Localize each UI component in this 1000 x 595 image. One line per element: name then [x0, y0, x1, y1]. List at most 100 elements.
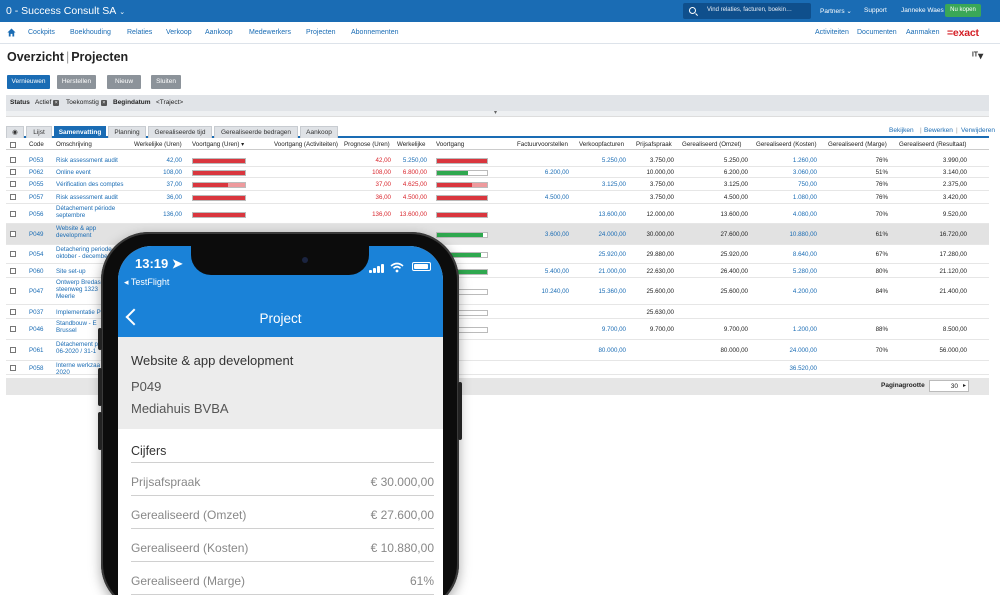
col-voortgang-activiteiten[interactable]: Voortgang (Activiteiten) [274, 141, 338, 148]
cell-description[interactable]: Détachement période septembre [56, 205, 115, 219]
cell-kosten[interactable]: 5.280,00 [792, 268, 817, 275]
menu-item-projecten[interactable]: Projecten [306, 29, 336, 36]
row-checkbox[interactable] [10, 251, 16, 257]
language-icon[interactable]: ᴵᵀ▾ [972, 51, 984, 62]
cell-vf[interactable]: 15.360,00 [598, 288, 626, 295]
cell-uren[interactable]: 42,00 [166, 157, 182, 164]
buy-now-button[interactable]: Nu kopen [945, 4, 981, 17]
tab-samenvatting[interactable]: Samenvatting [54, 126, 106, 138]
company-switcher[interactable]: 0 - Success Consult SA ⌄ [6, 5, 125, 17]
cell-vf[interactable]: 21.000,00 [598, 268, 626, 275]
tab-lijst[interactable]: Lijst [26, 126, 52, 138]
menu-item-aanmaken[interactable]: Aanmaken [906, 29, 940, 36]
cell-kosten[interactable]: 1.260,00 [792, 157, 817, 164]
cell-code[interactable]: P056 [29, 211, 44, 218]
cell-fv[interactable]: 5.400,00 [544, 268, 569, 275]
cell-description[interactable]: Risk assessment audit [56, 194, 118, 201]
filter-collapse-toggle[interactable]: ▾ [6, 110, 989, 117]
view-link[interactable]: Bekijken [889, 127, 914, 134]
table-row[interactable]: P055 Vérification des comptes 37,00 37,00 4.… [6, 178, 989, 191]
table-row[interactable]: P046 Standbouw - E Brussel 9.700,00 9.700,00… [6, 319, 989, 340]
cell-werk[interactable]: 6.800,00 [402, 169, 427, 176]
cell-description[interactable]: Website & app development [56, 225, 96, 239]
col-werkelijke-uren[interactable]: Werkelijke (Uren) [134, 141, 182, 148]
menu-item-activiteiten[interactable]: Activiteiten [815, 29, 849, 36]
cell-code[interactable]: P062 [29, 169, 44, 176]
table-row[interactable]: P060 Site set-up 5.400,00 21.000,00 22.630,0… [6, 264, 989, 278]
cell-vf[interactable]: 80.000,00 [598, 347, 626, 354]
row-checkbox[interactable] [10, 211, 16, 217]
col-omschrijving[interactable]: Omschrijving [56, 141, 92, 148]
cell-kosten[interactable]: 750,00 [798, 181, 817, 188]
cell-werk[interactable]: 5.250,00 [402, 157, 427, 164]
cell-description[interactable]: Site set-up [56, 268, 86, 275]
tab-view-icon[interactable]: ◉ [6, 126, 24, 138]
page-size-input[interactable]: 30 [929, 380, 969, 392]
cell-description[interactable]: Interne werkzaa 2020 [56, 362, 100, 376]
tab-planning[interactable]: Planning [108, 126, 146, 138]
cell-code[interactable]: P054 [29, 251, 44, 258]
cell-code[interactable]: P047 [29, 288, 44, 295]
new-button[interactable]: Nieuw [107, 75, 141, 89]
table-row[interactable]: P054 Detachering periode oktober - decembe… [6, 245, 989, 264]
col-gerealiseerd-resultaat[interactable]: Gerealiseerd (Resultaat) [899, 141, 967, 148]
table-row[interactable]: P056 Détachement période septembre 136,00 13… [6, 204, 989, 224]
cell-kosten[interactable]: 4.200,00 [792, 288, 817, 295]
row-checkbox[interactable] [10, 231, 16, 237]
cell-code[interactable]: P055 [29, 181, 44, 188]
cell-uren[interactable]: 136,00 [163, 211, 182, 218]
reset-button[interactable]: Herstellen [57, 75, 96, 89]
home-icon[interactable] [7, 28, 16, 37]
cell-vf[interactable]: 5.250,00 [601, 157, 626, 164]
tab-gerealiseerde-tijd[interactable]: Gerealiseerde tijd [148, 126, 212, 138]
row-checkbox[interactable] [10, 194, 16, 200]
table-row[interactable]: P062 Online event 108,00 108,00 6.800,00 6.20… [6, 167, 989, 178]
table-row[interactable]: P053 Risk assessment audit 42,00 42,00 5.250… [6, 154, 989, 167]
row-checkbox[interactable] [10, 169, 16, 175]
cell-vf[interactable]: 25.920,00 [598, 251, 626, 258]
cell-code[interactable]: P058 [29, 365, 44, 372]
edit-link[interactable]: Bewerken [924, 127, 953, 134]
table-row[interactable]: P061 Détachement p 06-2020 / 31-1 80.000,00… [6, 340, 989, 361]
menu-item-abonnementen[interactable]: Abonnementen [351, 29, 399, 36]
cell-fv[interactable]: 10.240,00 [541, 288, 569, 295]
menu-item-cockpits[interactable]: Cockpits [28, 29, 55, 36]
cell-kosten[interactable]: 3.060,00 [792, 169, 817, 176]
tab-aankoop[interactable]: Aankoop [300, 126, 338, 138]
col-code[interactable]: Code [29, 141, 44, 148]
cell-kosten[interactable]: 10.880,00 [789, 231, 817, 238]
cell-kosten[interactable]: 1.200,00 [792, 326, 817, 333]
cell-uren[interactable]: 36,00 [166, 194, 182, 201]
cell-kosten[interactable]: 24.000,00 [789, 347, 817, 354]
cell-description[interactable]: Risk assessment audit [56, 157, 118, 164]
table-row[interactable]: P047 Ontwerp Bredase steenweg 1323 Meerle 10… [6, 278, 989, 305]
status-filter-actief[interactable]: Actief × [35, 99, 60, 106]
cell-vf[interactable]: 13.600,00 [598, 211, 626, 218]
cell-code[interactable]: P049 [29, 231, 44, 238]
back-to-testflight[interactable]: ◂ TestFlight [124, 277, 170, 287]
menu-item-aankoop[interactable]: Aankoop [205, 29, 233, 36]
row-checkbox[interactable] [10, 181, 16, 187]
row-checkbox[interactable] [10, 157, 16, 163]
cell-werk[interactable]: 4.500,00 [402, 194, 427, 201]
col-voortgang[interactable]: Voortgang [436, 141, 465, 148]
cell-fv[interactable]: 3.600,00 [544, 231, 569, 238]
menu-item-verkoop[interactable]: Verkoop [166, 29, 192, 36]
cell-kosten[interactable]: 4.080,00 [792, 211, 817, 218]
cell-fv[interactable]: 6.200,00 [544, 169, 569, 176]
col-werkelijke[interactable]: Werkelijke [397, 141, 426, 148]
cell-description[interactable]: Ontwerp Bredase steenweg 1323 Meerle [56, 279, 104, 300]
close-button[interactable]: Sluiten [151, 75, 181, 89]
cell-kosten[interactable]: 36.520,00 [789, 365, 817, 372]
row-checkbox[interactable] [10, 326, 16, 332]
menu-item-medewerkers[interactable]: Medewerkers [249, 29, 292, 36]
date-filter-value[interactable]: <Traject> [156, 99, 184, 106]
col-gerealiseerd-omzet[interactable]: Gerealiseerd (Omzet) [682, 141, 742, 148]
select-all-checkbox[interactable] [10, 142, 16, 148]
cell-code[interactable]: P061 [29, 347, 44, 354]
cell-description[interactable]: Implementatie P [56, 309, 101, 316]
row-checkbox[interactable] [10, 347, 16, 353]
cell-vf[interactable]: 9.700,00 [601, 326, 626, 333]
delete-link[interactable]: Verwijderen [961, 127, 995, 134]
cell-description[interactable]: Online event [56, 169, 91, 176]
